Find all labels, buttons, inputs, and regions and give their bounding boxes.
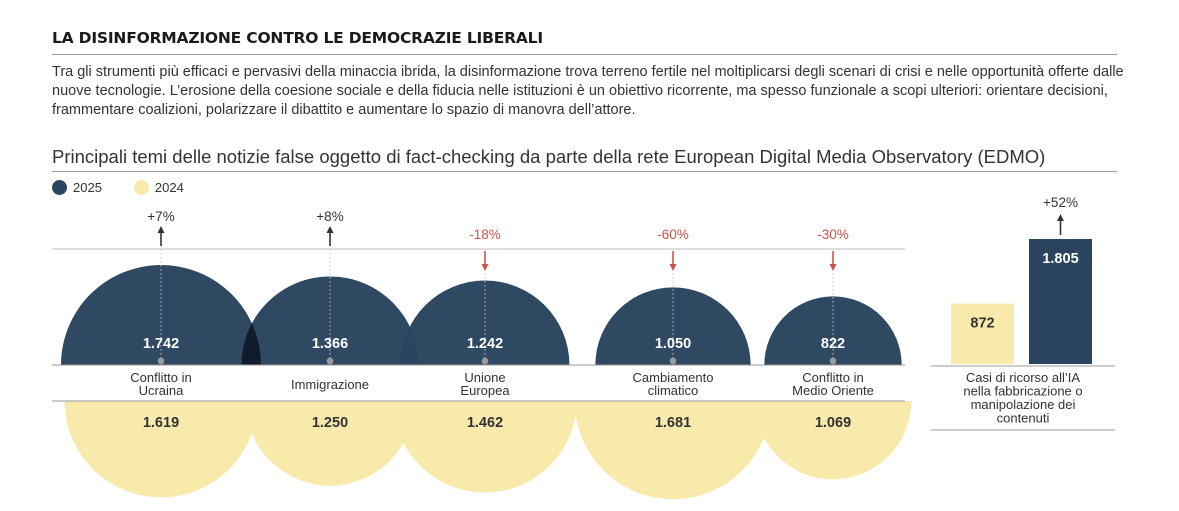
bar-2025 [1029,239,1092,364]
value-label-2025: 1.242 [467,336,503,352]
baseline-dot [669,357,677,365]
bar-2024 [951,303,1014,364]
bar-caption: nella fabbricazione o [963,384,1082,399]
category-label: Conflitto in [130,370,191,385]
arrow-up-icon [1057,214,1064,221]
value-label-2024: 1.619 [143,415,179,431]
arrow-up-icon [157,226,165,233]
bar-value-label: 872 [970,316,994,332]
value-label-2024: 1.250 [312,415,348,431]
bubble-2025 [400,280,570,365]
baseline-dot [481,357,489,365]
baseline-dot [829,357,837,365]
change-label: -18% [469,227,501,242]
legend-label-2024: 2024 [154,180,184,195]
bubble-2024 [574,401,772,500]
series-2024 [64,401,912,500]
bar-caption: manipolazione dei [971,397,1076,412]
legend-swatch-2025 [52,180,67,195]
category-label: climatico [648,383,699,398]
change-label: -60% [657,227,689,242]
change-label: +52% [1043,195,1078,210]
divider [52,54,1117,55]
bubble-2025 [241,276,419,365]
arrow-down-icon [829,264,837,271]
legend-label-2025: 2025 [73,180,102,195]
change-label: -30% [817,227,849,242]
bubble-2024 [64,401,258,498]
category-label: Unione [464,370,505,385]
value-label-2024: 1.681 [655,415,691,431]
value-label-2025: 1.366 [312,336,348,352]
bubble-2024 [754,401,912,480]
bubble-2025 [61,265,261,365]
category-label: Cambiamento [633,370,714,385]
baseline-dot [157,357,165,365]
arrow-up-icon [326,226,334,233]
bar-value-label: 1.805 [1042,251,1078,267]
legend: 2025 2024 [52,180,216,195]
bubble-2024 [393,401,577,493]
category-label: Medio Oriente [792,383,874,398]
headline: LA DISINFORMAZIONE CONTRO LE DEMOCRAZIE … [52,29,543,47]
category-label: Conflitto in [802,370,863,385]
change-label: +8% [316,209,343,224]
baseline-dot [326,357,334,365]
category-label: Immigrazione [291,377,369,392]
bar-caption: Casi di ricorso all’IA [966,370,1080,385]
bubble-2024 [245,401,415,486]
intro-text: Tra gli strumenti più efficaci e pervasi… [52,64,1124,118]
legend-item-2025: 2025 [52,180,102,195]
value-label-2025: 1.742 [143,336,179,352]
chart-title: Principali temi delle notizie false ogge… [52,146,1046,167]
legend-item-2024: 2024 [133,180,184,195]
value-label-2025: 1.050 [655,336,691,352]
bubble-2025 [764,296,902,365]
category-label: Ucraina [139,383,185,398]
bar-caption: contenuti [997,411,1050,426]
value-label-2024: 1.069 [815,415,851,431]
value-label-2024: 1.462 [467,415,503,431]
category-label: Europea [460,383,510,398]
value-label-2025: 822 [821,336,845,352]
arrow-down-icon [481,264,489,271]
legend-swatch-2024 [133,180,149,195]
change-label: +7% [147,209,174,224]
arrow-down-icon [669,264,677,271]
divider [52,171,1117,172]
